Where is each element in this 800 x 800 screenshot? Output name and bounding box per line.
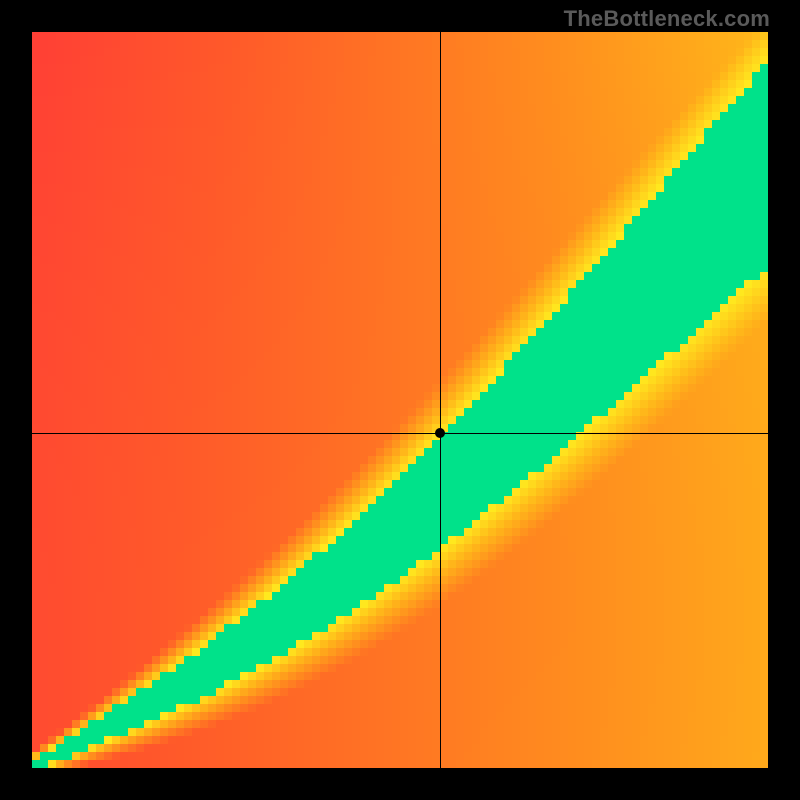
watermark-label: TheBottleneck.com (564, 6, 770, 32)
chart-container: TheBottleneck.com (0, 0, 800, 800)
heatmap-canvas (32, 32, 768, 768)
plot-area (32, 32, 768, 768)
